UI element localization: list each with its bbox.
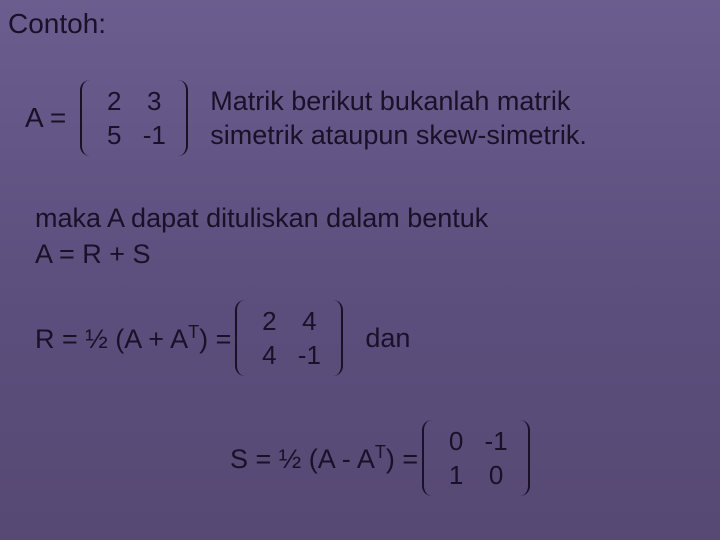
bracket-right-icon: [331, 300, 343, 376]
matrix-a-row: A = 2 3 5 -1 Matrik berikut bukanlah mat…: [25, 80, 587, 156]
bracket-right-icon: [518, 420, 530, 496]
desc-line: Matrik berikut bukanlah matrik: [210, 86, 570, 116]
r-expr-pre: R = ½ (A + A: [35, 324, 188, 354]
bracket-left-icon: [80, 80, 92, 156]
para2-line: A = R + S: [35, 239, 151, 269]
matrix-a: 2 3 5 -1: [80, 80, 188, 156]
matrix-r-cell: 4: [289, 304, 329, 338]
s-equation-row: S = ½ (A - AT) = 0 -1 1 0: [230, 420, 534, 496]
matrix-r: 2 4 4 -1: [235, 300, 343, 376]
matrix-s-cell: 1: [436, 458, 476, 492]
matrix-s: 0 -1 1 0: [422, 420, 530, 496]
s-expr-post: ) =: [386, 444, 418, 474]
matrix-s-cell: 0: [436, 424, 476, 458]
r-equation-row: R = ½ (A + AT) = 2 4 4 -1 dan: [35, 300, 410, 376]
matrix-r-rows: 2 4 4 -1: [247, 300, 331, 376]
example-heading: Contoh:: [8, 8, 106, 40]
para2-line: maka A dapat dituliskan dalam bentuk: [35, 203, 488, 233]
and-label: dan: [365, 323, 410, 354]
description-text: Matrik berikut bukanlah matrik simetrik …: [210, 84, 587, 152]
matrix-a-cell: 2: [94, 84, 134, 118]
transpose-sup: T: [188, 322, 199, 342]
bracket-left-icon: [235, 300, 247, 376]
matrix-s-cell: 0: [476, 458, 516, 492]
matrix-a-cell: 5: [94, 118, 134, 152]
r-expr-post: ) =: [199, 324, 231, 354]
paragraph-2: maka A dapat dituliskan dalam bentuk A =…: [35, 200, 488, 272]
matrix-a-rows: 2 3 5 -1: [92, 80, 176, 156]
s-expression: S = ½ (A - AT) =: [230, 442, 418, 475]
matrix-s-cell: -1: [476, 424, 516, 458]
transpose-sup: T: [375, 442, 386, 462]
desc-line: simetrik ataupun skew-simetrik.: [210, 120, 587, 150]
matrix-a-cell: -1: [134, 118, 174, 152]
matrix-r-cell: -1: [289, 338, 329, 372]
matrix-s-rows: 0 -1 1 0: [434, 420, 518, 496]
bracket-left-icon: [422, 420, 434, 496]
matrix-r-cell: 2: [249, 304, 289, 338]
r-expression: R = ½ (A + AT) =: [35, 322, 231, 355]
matrix-a-cell: 3: [134, 84, 174, 118]
bracket-right-icon: [176, 80, 188, 156]
matrix-r-cell: 4: [249, 338, 289, 372]
a-equals-label: A =: [25, 102, 66, 134]
s-expr-pre: S = ½ (A - A: [230, 444, 375, 474]
